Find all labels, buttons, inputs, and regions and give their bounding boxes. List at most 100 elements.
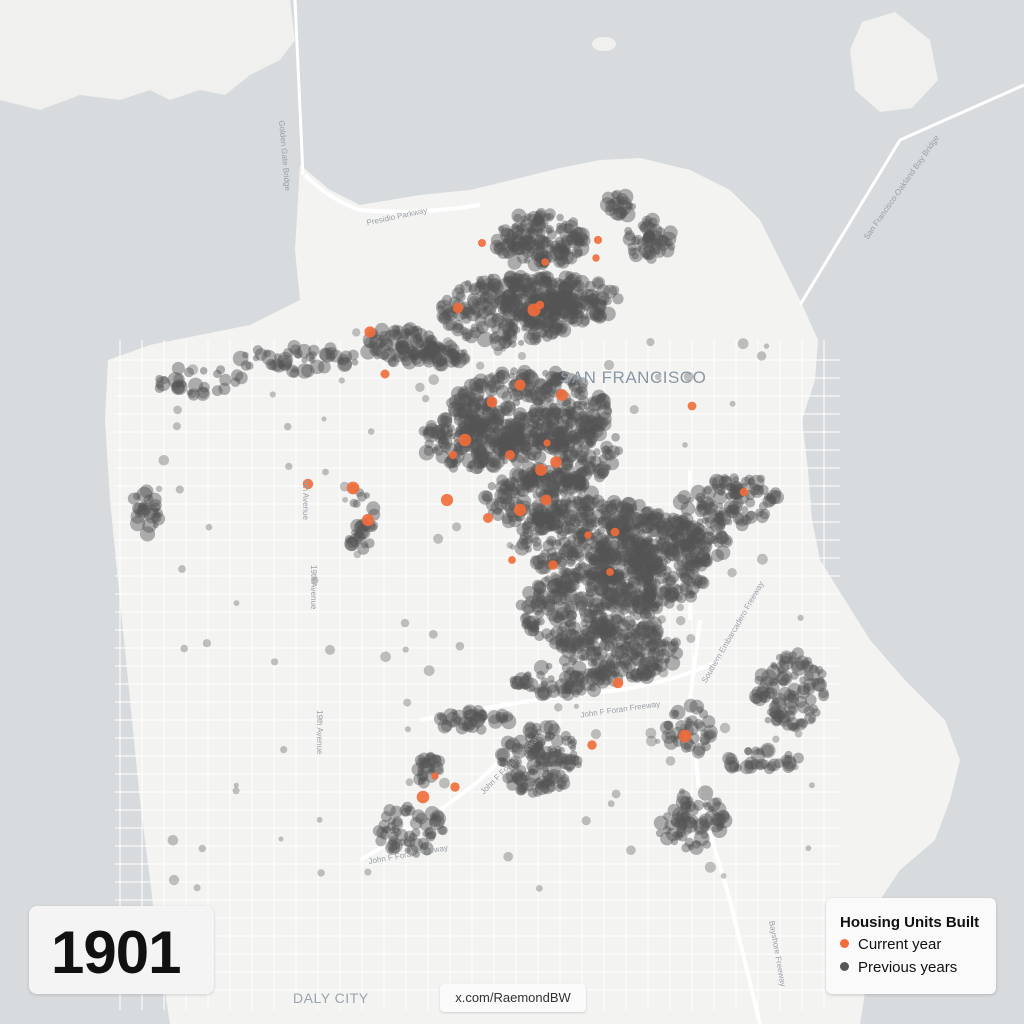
previous-year-point [596, 467, 606, 477]
previous-year-point [712, 475, 728, 491]
previous-year-point [561, 289, 577, 305]
previous-year-point [534, 630, 545, 642]
previous-year-point [550, 407, 564, 420]
previous-year-point [654, 571, 668, 585]
previous-year-point [594, 528, 601, 536]
previous-year-point [638, 556, 654, 572]
previous-year-point [642, 571, 654, 584]
previous-year-point [461, 331, 472, 342]
previous-year-point [501, 296, 512, 307]
previous-year-point [489, 417, 504, 432]
previous-year-point [565, 629, 580, 644]
previous-year-point [551, 470, 559, 478]
previous-year-point [633, 546, 643, 556]
previous-year-point [629, 674, 636, 681]
previous-year-point [641, 540, 648, 547]
previous-year-point [502, 298, 513, 308]
previous-year-point [587, 431, 595, 438]
previous-year-point [549, 510, 562, 523]
previous-year-point [578, 421, 593, 436]
previous-year-point [757, 553, 768, 565]
previous-year-point [535, 474, 551, 491]
previous-year-point [474, 378, 488, 391]
previous-year-point [422, 347, 433, 358]
previous-year-point [493, 439, 503, 448]
previous-year-point [439, 777, 450, 789]
previous-year-point [545, 515, 553, 522]
previous-year-point [423, 665, 435, 676]
previous-year-point [469, 717, 479, 727]
previous-year-point [569, 593, 582, 606]
previous-year-point [632, 541, 644, 554]
previous-year-point [490, 408, 502, 420]
previous-year-point [522, 475, 531, 484]
previous-year-point [353, 550, 362, 559]
previous-year-point [575, 412, 589, 427]
previous-year-point [565, 291, 579, 304]
previous-year-point [411, 828, 421, 838]
previous-year-point [614, 551, 622, 558]
previous-year-point [500, 432, 508, 440]
previous-year-point [568, 301, 583, 316]
previous-year-point [631, 513, 645, 528]
previous-year-point [642, 590, 656, 604]
previous-year-point [568, 272, 582, 286]
previous-year-point [479, 426, 487, 434]
previous-year-point [155, 376, 171, 392]
previous-year-point [660, 512, 672, 525]
previous-year-point [694, 538, 707, 551]
freeway-line [687, 619, 762, 1024]
previous-year-point [593, 421, 604, 432]
previous-year-point [503, 483, 519, 499]
previous-year-point [411, 352, 426, 367]
previous-year-point [649, 508, 664, 523]
previous-year-point [520, 218, 534, 232]
previous-year-point [463, 419, 476, 431]
previous-year-point [697, 558, 706, 567]
previous-year-point [573, 536, 584, 548]
previous-year-point [580, 624, 591, 636]
previous-year-point [539, 384, 551, 395]
previous-year-point [601, 516, 615, 530]
previous-year-point [469, 326, 482, 339]
previous-year-point [678, 539, 688, 548]
previous-year-point [485, 458, 500, 472]
previous-year-point [556, 222, 563, 230]
previous-year-point [442, 430, 452, 440]
previous-year-point [556, 304, 571, 319]
previous-year-point [682, 442, 688, 448]
previous-year-point [452, 323, 463, 334]
previous-year-point [525, 480, 533, 488]
previous-year-point [497, 305, 508, 315]
credit-link[interactable]: x.com/RaemondBW [440, 984, 586, 1012]
previous-year-point [535, 241, 546, 252]
freeway-line [359, 718, 561, 862]
previous-year-point [563, 551, 570, 558]
previous-year-point [521, 324, 528, 332]
previous-year-point [603, 561, 612, 570]
previous-year-point [563, 686, 572, 695]
previous-year-point [352, 328, 361, 337]
previous-year-point [562, 275, 578, 291]
previous-year-point [632, 547, 641, 556]
previous-year-point [523, 284, 537, 299]
previous-year-point [601, 445, 611, 456]
previous-year-point [503, 275, 516, 288]
previous-year-point [535, 245, 546, 255]
previous-year-point [536, 235, 551, 250]
previous-year-point [555, 429, 570, 445]
previous-year-point [468, 414, 482, 427]
previous-year-point [541, 595, 556, 610]
current-year-point [361, 513, 375, 527]
previous-year-point [610, 498, 622, 511]
previous-year-point [516, 488, 526, 497]
previous-year-point [555, 279, 568, 292]
previous-year-point [478, 419, 489, 431]
previous-year-point [499, 401, 513, 415]
previous-year-point [516, 538, 529, 551]
previous-year-point [591, 389, 607, 404]
previous-year-point [504, 419, 520, 434]
previous-year-point [595, 311, 607, 323]
previous-year-point [694, 537, 702, 545]
